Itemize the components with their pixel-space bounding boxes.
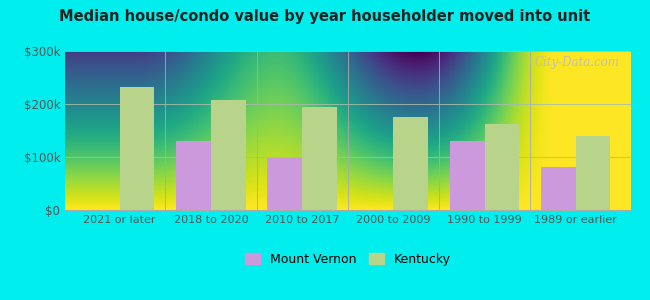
Bar [268,158,302,210]
Legend: Mount Vernon, Kentucky: Mount Vernon, Kentucky [240,248,456,271]
Bar [484,124,519,210]
Bar [176,141,211,210]
Bar [302,107,337,210]
Bar [541,167,576,210]
Bar [120,87,155,210]
Bar [450,141,484,210]
Bar [393,117,428,210]
Text: City-Data.com: City-Data.com [534,56,619,69]
Text: Median house/condo value by year householder moved into unit: Median house/condo value by year househo… [59,9,591,24]
Bar [576,136,610,210]
Bar [211,100,246,210]
